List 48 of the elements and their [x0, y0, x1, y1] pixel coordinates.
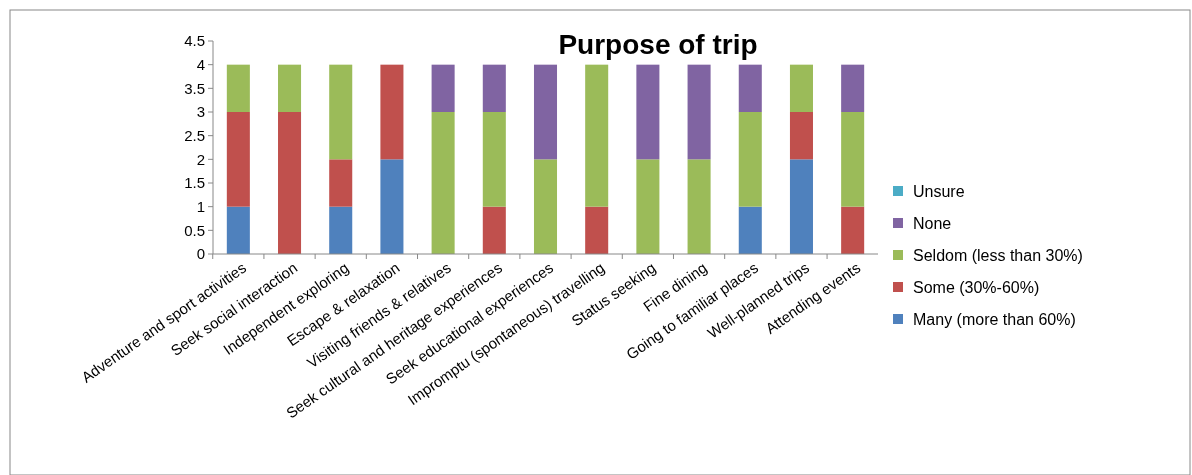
y-tick-label: 3 [196, 103, 205, 121]
bar [687, 159, 711, 254]
y-tick-label: 4.5 [184, 32, 205, 50]
bar [789, 64, 813, 112]
bar [226, 64, 250, 112]
legend-label: None [913, 214, 952, 232]
bar [585, 206, 609, 254]
bar [431, 64, 455, 112]
chart-title: Purpose of trip [558, 29, 758, 60]
bar [226, 206, 250, 254]
bar [226, 112, 250, 207]
bar [533, 159, 558, 254]
legend-label: Seldom (less than 30%) [913, 246, 1083, 264]
bar [482, 64, 506, 112]
bar [841, 112, 865, 207]
legend-label: Some (30%-60%) [913, 278, 1040, 296]
bar [482, 112, 506, 207]
bar [329, 206, 353, 254]
bar [789, 159, 813, 254]
bar [278, 64, 302, 112]
bar [738, 64, 762, 112]
bar [380, 64, 404, 160]
bar [380, 159, 404, 254]
bar [687, 64, 711, 160]
bar [533, 64, 558, 160]
y-tick-label: 2 [196, 150, 205, 168]
bar [329, 64, 353, 160]
bar [841, 206, 865, 254]
legend-label: Many (more than 60%) [913, 310, 1076, 328]
legend-label: Unsure [913, 182, 965, 200]
bar [482, 206, 506, 254]
y-tick-label: 1 [196, 197, 205, 215]
bar [738, 112, 762, 207]
bar [278, 112, 302, 254]
bar [329, 159, 353, 207]
bar [789, 112, 813, 160]
y-tick-label: 0.5 [184, 221, 205, 239]
bar [636, 64, 660, 160]
y-tick-label: 0 [196, 245, 205, 263]
bar [841, 64, 865, 112]
y-tick-label: 4 [196, 55, 205, 73]
y-tick-label: 1.5 [184, 174, 205, 192]
bar [431, 112, 455, 254]
bar [636, 159, 660, 254]
y-tick-label: 3.5 [184, 79, 205, 97]
y-tick-label: 2.5 [184, 126, 205, 144]
bar [738, 206, 762, 254]
bar [585, 64, 609, 207]
